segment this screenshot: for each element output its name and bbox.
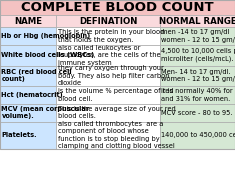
Text: men -14 to 17 gm/dl
women - 12 to 15 gm/dl.: men -14 to 17 gm/dl women - 12 to 15 gm/… <box>161 29 235 43</box>
Bar <box>160 66 235 86</box>
Bar <box>56 104 160 122</box>
Text: Platelets.: Platelets. <box>1 132 37 138</box>
Text: This is the average size of your red
blood cells.: This is the average size of your red blo… <box>58 106 176 119</box>
Bar <box>0 86 56 104</box>
Text: This is the protein in your blood
that holds the oxygen.: This is the protein in your blood that h… <box>58 29 164 43</box>
Bar <box>56 45 160 66</box>
Text: Hct (hematocrit).: Hct (hematocrit). <box>1 92 66 98</box>
Bar <box>160 86 235 104</box>
Bar <box>0 66 56 86</box>
Bar <box>0 0 235 15</box>
Bar <box>56 15 160 27</box>
Text: 4,500 to 10,000 cells per
microliter (cells/mcL).: 4,500 to 10,000 cells per microliter (ce… <box>161 48 235 62</box>
Text: White blood cells (WBCs): White blood cells (WBCs) <box>1 52 95 58</box>
Bar <box>56 27 160 45</box>
Bar <box>160 45 235 66</box>
Bar <box>0 0 235 149</box>
Bar <box>0 122 56 149</box>
Text: it is normally 40% for men
and 31% for women.: it is normally 40% for men and 31% for w… <box>161 88 235 102</box>
Text: RBC (red blood cell
count): RBC (red blood cell count) <box>1 69 72 82</box>
Text: is the volume % percentage of red
blood cell.: is the volume % percentage of red blood … <box>58 88 173 102</box>
Text: NORMAL RANGE: NORMAL RANGE <box>159 17 235 26</box>
Bar <box>0 45 56 66</box>
Text: MCV (mean corpuscular
volume).: MCV (mean corpuscular volume). <box>1 106 90 119</box>
Bar <box>160 104 235 122</box>
Bar <box>56 122 160 149</box>
Text: DEFINATION: DEFINATION <box>79 17 137 26</box>
Text: also called thrombocytes  are a
component of blood whose
function is to stop ble: also called thrombocytes are a component… <box>58 121 175 149</box>
Text: Men- 14 to 17 gm/dl.
women - 12 to 15 gm/dl.: Men- 14 to 17 gm/dl. women - 12 to 15 gm… <box>161 69 235 82</box>
Bar <box>0 15 56 27</box>
Text: Hb or Hbg (hemoglobin): Hb or Hbg (hemoglobin) <box>1 33 91 39</box>
Text: they carry oxygen through your
body. They also help filter carbon
dioxide: they carry oxygen through your body. The… <box>58 65 169 86</box>
Text: COMPLETE BLOOD COUNT: COMPLETE BLOOD COUNT <box>21 1 214 14</box>
Text: MCV score - 80 to 95.: MCV score - 80 to 95. <box>161 110 233 116</box>
Bar <box>0 27 56 45</box>
Bar <box>160 15 235 27</box>
Bar <box>160 27 235 45</box>
Text: NAME: NAME <box>14 17 42 26</box>
Text: 140,000 to 450,000 cells/mcL.: 140,000 to 450,000 cells/mcL. <box>161 132 235 138</box>
Bar <box>160 122 235 149</box>
Bar <box>56 66 160 86</box>
Bar <box>0 104 56 122</box>
Text: also called leukocytes or
leucocytes, are the cells of the
immune system: also called leukocytes or leucocytes, ar… <box>58 45 161 66</box>
Bar <box>56 86 160 104</box>
